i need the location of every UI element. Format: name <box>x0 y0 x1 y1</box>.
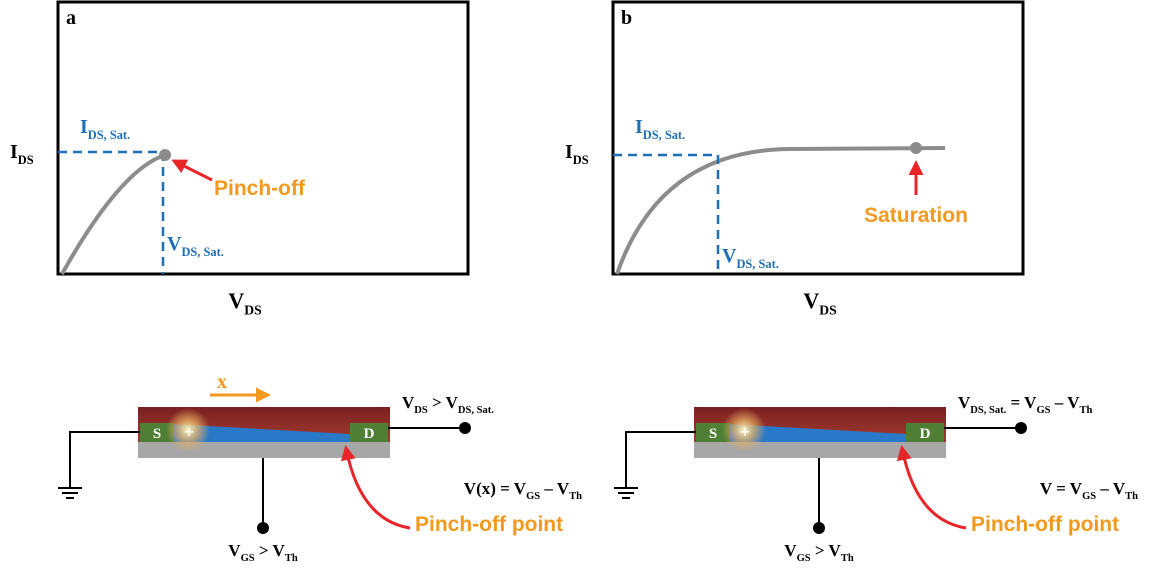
x-axis-label: VDS <box>803 288 836 318</box>
text-sub: Th <box>285 553 298 564</box>
text-main: – V <box>1096 479 1126 498</box>
text-main: V <box>167 233 182 255</box>
text-main: V <box>784 541 797 560</box>
text-main: > V <box>255 541 286 560</box>
channel-condition: V(x) = VGS – VTh <box>464 479 582 502</box>
text-main: I <box>80 116 88 138</box>
sat-current-label: IDS, Sat. <box>635 116 685 142</box>
terminal <box>813 522 825 534</box>
channel-condition: V = VGS – VTh <box>1040 479 1138 502</box>
text-sub: GS <box>241 553 255 564</box>
text-main: – V <box>1051 393 1081 412</box>
text-sub: DS, Sat. <box>88 128 130 142</box>
text-main: V <box>228 541 241 560</box>
source-label: S <box>153 426 161 442</box>
text-sub: GS <box>1036 405 1050 416</box>
drain-label: D <box>364 426 375 442</box>
drain-condition: VDS > VDS, Sat. <box>402 393 494 416</box>
text-sub: DS, Sat. <box>181 245 223 259</box>
text-sub: GS <box>797 553 811 564</box>
gate-condition: VGS > VTh <box>784 541 854 564</box>
text-sub: Th <box>1125 491 1138 502</box>
text-main: > V <box>428 393 459 412</box>
text-main: I <box>10 141 18 163</box>
y-axis-label: IDS <box>10 141 34 167</box>
text-sub: DS <box>414 405 428 416</box>
panel-label: a <box>66 7 76 29</box>
arrow <box>902 448 966 528</box>
annotation: Pinch-off point <box>971 513 1119 536</box>
text-sub: DS <box>819 303 836 318</box>
text-main: V = V <box>1040 479 1083 498</box>
text-sub: DS, Sat. <box>458 405 494 416</box>
text-main: V <box>958 393 971 412</box>
charge: + <box>184 422 194 442</box>
gate-condition: VGS > VTh <box>228 541 298 564</box>
wire <box>70 432 140 488</box>
text-sub: Th <box>1080 405 1093 416</box>
text-main: > V <box>811 541 842 560</box>
sat-voltage-label: VDS, Sat. <box>722 245 779 271</box>
text-main: I <box>565 141 573 163</box>
text-main: I <box>635 116 643 138</box>
text-main: V <box>228 288 244 313</box>
source-label: S <box>709 426 717 442</box>
direction-label: x <box>217 371 227 393</box>
text-main: V <box>722 245 737 267</box>
curve <box>62 155 165 274</box>
pinch-point <box>910 142 922 154</box>
annotation: Pinch-off point <box>415 513 563 536</box>
terminal <box>1015 422 1027 434</box>
x-axis-label: VDS <box>228 288 261 318</box>
annotation: Pinch-off <box>214 177 306 200</box>
annotation: Saturation <box>864 204 968 227</box>
text-sub: Th <box>841 553 854 564</box>
sat-dash <box>613 155 718 274</box>
text-main: V <box>803 288 819 313</box>
arrow <box>346 448 410 528</box>
text-main: – V <box>540 479 570 498</box>
text-sub: DS <box>18 153 34 167</box>
text-sub: DS, Sat. <box>736 257 778 271</box>
text-sub: DS, Sat. <box>643 128 685 142</box>
text-main: = V <box>1006 393 1037 412</box>
sat-voltage-label: VDS, Sat. <box>167 233 224 259</box>
terminal <box>257 522 269 534</box>
arrow <box>174 161 212 180</box>
sat-current-label: IDS, Sat. <box>80 116 130 142</box>
text-sub: DS <box>244 303 261 318</box>
text-sub: Th <box>569 491 582 502</box>
text-sub: GS <box>526 491 540 502</box>
terminal <box>459 422 471 434</box>
drain-condition: VDS, Sat. = VGS – VTh <box>958 393 1093 416</box>
panel-label: b <box>621 7 632 29</box>
text-main: V(x) = V <box>464 479 527 498</box>
wire <box>626 432 696 488</box>
text-main: V <box>402 393 415 412</box>
y-axis-label: IDS <box>565 141 589 167</box>
text-sub: DS, Sat. <box>970 405 1006 416</box>
drain-label: D <box>920 426 931 442</box>
text-sub: GS <box>1082 491 1096 502</box>
figure: aIDSVDSIDS, Sat.VDS, Sat.Pinch-offbIDSVD… <box>0 0 1153 573</box>
charge: + <box>740 422 750 442</box>
pinch-point <box>159 149 171 161</box>
text-sub: DS <box>573 153 589 167</box>
